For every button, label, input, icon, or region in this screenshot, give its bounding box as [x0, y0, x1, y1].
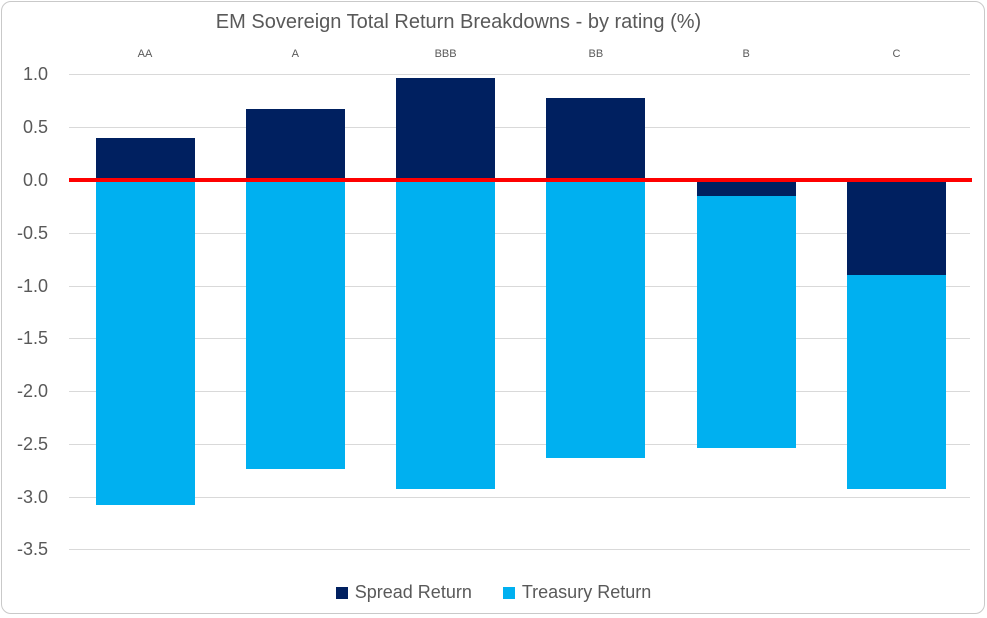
- gridline--2.5: [69, 443, 970, 445]
- gridline--1.5: [69, 338, 970, 340]
- legend: Spread Return Treasury Return: [0, 582, 987, 603]
- y-axis-tick-label: -3.0: [16, 486, 48, 507]
- y-axis-tick-label: 0.5: [22, 117, 48, 138]
- gridline--0.5: [69, 232, 970, 234]
- y-axis-tick-label: -3.5: [16, 539, 48, 560]
- legend-label-spread-return: Spread Return: [354, 582, 472, 602]
- bar-segment-treasury-return-BB: [546, 180, 646, 458]
- bar-segment-spread-return-B: [696, 180, 796, 196]
- category-label-BBB: BBB: [434, 48, 457, 60]
- category-label-A: A: [291, 48, 299, 60]
- gridline--1.0: [69, 285, 970, 287]
- category-label-BB: BB: [588, 48, 604, 60]
- category-label-C: C: [892, 48, 901, 60]
- category-label-B: B: [742, 48, 750, 60]
- legend-item-treasury-return: Treasury Return: [502, 582, 652, 603]
- legend-swatch-spread-return-icon: [335, 586, 348, 599]
- zero-line: [69, 177, 972, 182]
- gridline-0.5: [69, 127, 970, 129]
- bar-segment-spread-return-A: [245, 109, 345, 180]
- bar-segment-spread-return-BBB: [396, 77, 496, 180]
- gridline--3.0: [69, 496, 970, 498]
- bar-segment-treasury-return-A: [245, 180, 345, 470]
- bar-segment-treasury-return-B: [696, 195, 796, 449]
- y-axis-tick-label: -2.5: [16, 433, 48, 454]
- y-axis-tick-label: -2.0: [16, 381, 48, 402]
- chart-title: EM Sovereign Total Return Breakdowns - b…: [215, 11, 702, 33]
- gridline--2.0: [69, 391, 970, 393]
- y-axis-tick-label: 0.0: [22, 170, 48, 190]
- y-axis-tick-label: -0.5: [16, 222, 48, 243]
- legend-label-treasury-return: Treasury Return: [521, 582, 652, 602]
- gridline-1.0: [69, 74, 970, 76]
- legend-item-spread-return: Spread Return: [335, 582, 472, 603]
- category-label-AA: AA: [137, 48, 153, 60]
- y-axis-tick-label: -1.0: [16, 275, 48, 296]
- bar-segment-spread-return-C: [847, 180, 946, 275]
- bar-segment-treasury-return-BBB: [396, 180, 496, 490]
- y-axis-tick-label: -1.5: [16, 328, 48, 349]
- legend-swatch-treasury-return-icon: [502, 586, 515, 599]
- bar-segment-treasury-return-AA: [95, 180, 195, 506]
- bar-segment-spread-return-BB: [546, 97, 646, 180]
- bar-segment-spread-return-AA: [95, 137, 195, 180]
- gridline--3.5: [69, 549, 970, 551]
- y-axis-tick-label: 1.0: [22, 64, 48, 85]
- bar-segment-treasury-return-C: [847, 275, 946, 490]
